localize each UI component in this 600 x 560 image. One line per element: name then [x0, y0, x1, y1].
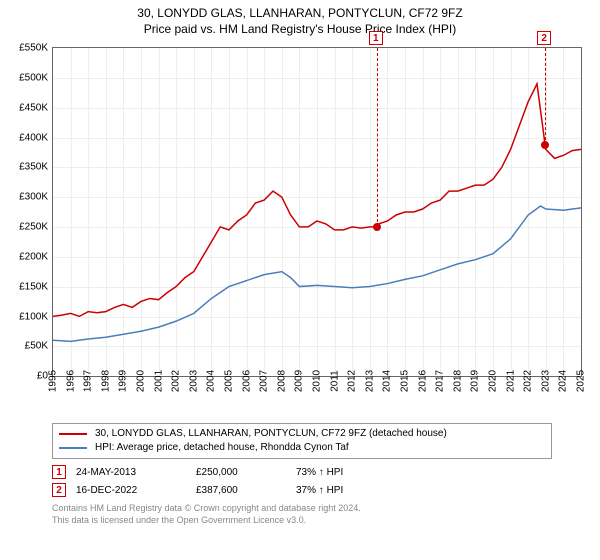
legend-label: 30, LONYDD GLAS, LLANHARAN, PONTYCLUN, C…	[95, 427, 447, 441]
chart: £0 £50K £100K £150K £200K £250K £300K £350K £400…	[8, 41, 592, 421]
y-tick-label: £450K	[19, 102, 48, 113]
footer: Contains HM Land Registry data © Crown c…	[52, 503, 552, 526]
page-title: 30, LONYDD GLAS, LLANHARAN, PONTYCLUN, C…	[8, 6, 592, 22]
x-tick-label: 2003	[188, 370, 199, 392]
series-svg	[53, 48, 581, 376]
footer-line: Contains HM Land Registry data © Crown c…	[52, 503, 552, 515]
event-date: 24-MAY-2013	[76, 467, 186, 478]
y-tick-label: £150K	[19, 281, 48, 292]
x-tick-label: 2020	[488, 370, 499, 392]
x-tick-label: 2023	[540, 370, 551, 392]
plot-area	[52, 47, 582, 377]
y-tick-label: £100K	[19, 311, 48, 322]
x-tick-label: 1999	[118, 370, 129, 392]
y-tick-label: £300K	[19, 192, 48, 203]
y-tick-label: £200K	[19, 251, 48, 262]
x-tick-label: 2009	[294, 370, 305, 392]
x-tick-label: 2000	[136, 370, 147, 392]
footer-line: This data is licensed under the Open Gov…	[52, 515, 552, 527]
event-price: £250,000	[196, 467, 286, 478]
y-tick-label: £550K	[19, 43, 48, 54]
chart-marker-dot	[541, 141, 549, 149]
event-row: 2 16-DEC-2022 £387,600 37% ↑ HPI	[52, 481, 552, 499]
x-tick-label: 2014	[382, 370, 393, 392]
legend-label: HPI: Average price, detached house, Rhon…	[95, 441, 349, 455]
x-tick-label: 2004	[206, 370, 217, 392]
x-tick-label: 2006	[241, 370, 252, 392]
x-tick-label: 2025	[576, 370, 587, 392]
series-line	[53, 206, 581, 341]
x-tick-label: 2019	[470, 370, 481, 392]
x-tick-label: 2022	[523, 370, 534, 392]
x-tick-label: 2016	[417, 370, 428, 392]
x-tick-label: 2018	[452, 370, 463, 392]
chart-marker-dot	[373, 223, 381, 231]
event-row: 1 24-MAY-2013 £250,000 73% ↑ HPI	[52, 463, 552, 481]
page-subtitle: Price paid vs. HM Land Registry's House …	[8, 22, 592, 38]
x-tick-label: 2001	[153, 370, 164, 392]
legend-item: HPI: Average price, detached house, Rhon…	[59, 441, 545, 455]
x-tick-label: 2002	[171, 370, 182, 392]
legend-swatch	[59, 433, 87, 435]
event-delta: 73% ↑ HPI	[296, 467, 343, 478]
x-tick-label: 2021	[505, 370, 516, 392]
x-tick-label: 2015	[400, 370, 411, 392]
y-tick-label: £250K	[19, 222, 48, 233]
x-tick-label: 2010	[312, 370, 323, 392]
x-tick-label: 2005	[224, 370, 235, 392]
event-date: 16-DEC-2022	[76, 485, 186, 496]
x-tick-label: 1996	[65, 370, 76, 392]
x-tick-label: 2017	[435, 370, 446, 392]
y-tick-label: £0	[37, 371, 48, 382]
x-tick-label: 1998	[100, 370, 111, 392]
x-tick-label: 2013	[364, 370, 375, 392]
events-table: 1 24-MAY-2013 £250,000 73% ↑ HPI 2 16-DE…	[52, 463, 552, 499]
y-tick-label: £50K	[25, 341, 48, 352]
x-tick-label: 1997	[83, 370, 94, 392]
event-delta: 37% ↑ HPI	[296, 485, 343, 496]
event-marker-icon: 1	[52, 465, 66, 479]
chart-marker-icon: 1	[369, 31, 383, 45]
y-tick-label: £400K	[19, 132, 48, 143]
legend-item: 30, LONYDD GLAS, LLANHARAN, PONTYCLUN, C…	[59, 427, 545, 441]
chart-marker-icon: 2	[537, 31, 551, 45]
y-tick-label: £350K	[19, 162, 48, 173]
x-tick-label: 2024	[558, 370, 569, 392]
event-price: £387,600	[196, 485, 286, 496]
legend: 30, LONYDD GLAS, LLANHARAN, PONTYCLUN, C…	[52, 423, 552, 459]
event-marker-icon: 2	[52, 483, 66, 497]
legend-swatch	[59, 447, 87, 449]
x-tick-label: 2011	[329, 370, 340, 392]
y-tick-label: £500K	[19, 73, 48, 84]
x-tick-label: 1995	[48, 370, 59, 392]
x-tick-label: 2012	[347, 370, 358, 392]
x-tick-label: 2008	[276, 370, 287, 392]
x-tick-label: 2007	[259, 370, 270, 392]
series-line	[53, 84, 581, 317]
